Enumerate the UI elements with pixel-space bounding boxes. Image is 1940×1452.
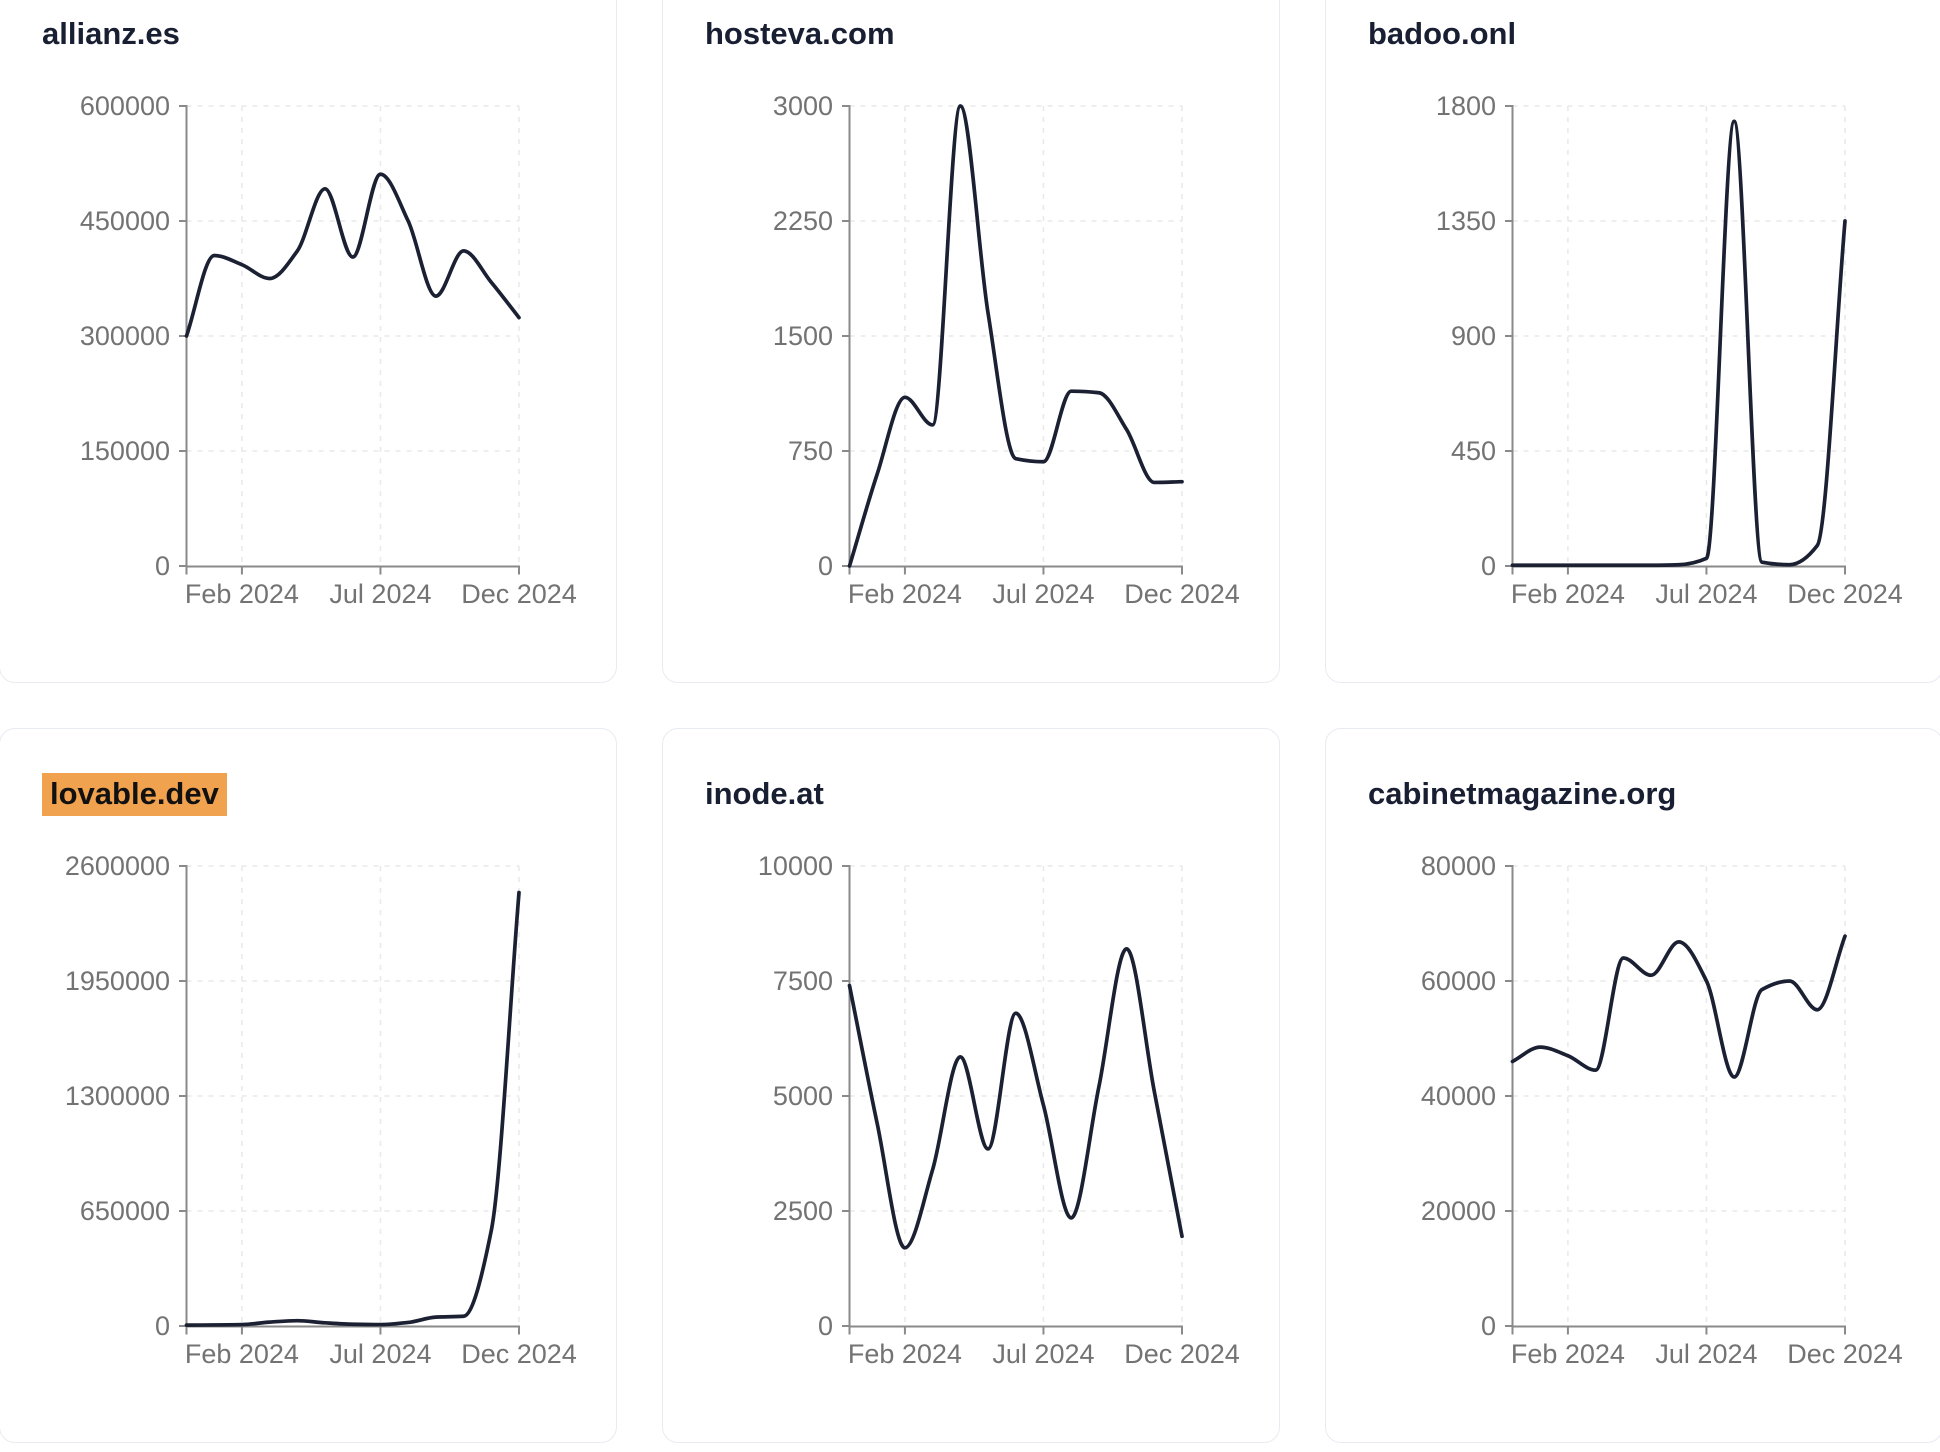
svg-text:40000: 40000 bbox=[1421, 1081, 1496, 1111]
svg-text:80000: 80000 bbox=[1421, 851, 1496, 881]
svg-text:Jul 2024: Jul 2024 bbox=[1655, 1339, 1757, 1369]
svg-text:Dec 2024: Dec 2024 bbox=[1124, 1339, 1240, 1369]
svg-text:0: 0 bbox=[1481, 1311, 1496, 1341]
svg-text:Dec 2024: Dec 2024 bbox=[461, 579, 577, 609]
svg-text:0: 0 bbox=[155, 1311, 170, 1341]
chart-title-row: cabinetmagazine.org bbox=[1326, 729, 1940, 813]
svg-text:2250: 2250 bbox=[773, 206, 833, 236]
svg-text:Feb 2024: Feb 2024 bbox=[848, 579, 962, 609]
chart-title-row: badoo.onl bbox=[1326, 0, 1940, 53]
svg-text:450000: 450000 bbox=[80, 206, 170, 236]
chart-card: allianz.es 0 150000 300000 450000 600000 Feb … bbox=[0, 0, 617, 683]
chart-title: cabinetmagazine.org bbox=[1368, 776, 1677, 811]
svg-text:2600000: 2600000 bbox=[65, 851, 170, 881]
chart-plot: 0 150000 300000 450000 600000 Feb 2024 Jul 202… bbox=[80, 91, 577, 609]
svg-text:0: 0 bbox=[1481, 551, 1496, 581]
svg-text:Jul 2024: Jul 2024 bbox=[1655, 579, 1757, 609]
svg-text:Jul 2024: Jul 2024 bbox=[992, 1339, 1094, 1369]
chart-plot: 0 650000 1300000 1950000 2600000 Feb 2024 Jul … bbox=[65, 851, 577, 1369]
svg-text:Dec 2024: Dec 2024 bbox=[1124, 579, 1240, 609]
svg-text:0: 0 bbox=[155, 551, 170, 581]
svg-text:Feb 2024: Feb 2024 bbox=[1511, 1339, 1625, 1369]
svg-text:10000: 10000 bbox=[758, 851, 833, 881]
chart-plot: 0 750 1500 2250 3000 Feb 2024 Jul 2024 Dec 2024 bbox=[773, 91, 1240, 609]
svg-text:Jul 2024: Jul 2024 bbox=[329, 1339, 431, 1369]
chart-card: cabinetmagazine.org 0 20000 40000 60000 8000… bbox=[1325, 728, 1940, 1443]
svg-text:Jul 2024: Jul 2024 bbox=[992, 579, 1094, 609]
chart-plot: 0 2500 5000 7500 10000 Feb 2024 Jul 2024 Dec 20… bbox=[758, 851, 1240, 1369]
svg-text:450: 450 bbox=[1451, 436, 1496, 466]
svg-text:7500: 7500 bbox=[773, 966, 833, 996]
svg-text:Feb 2024: Feb 2024 bbox=[1511, 579, 1625, 609]
svg-text:Jul 2024: Jul 2024 bbox=[329, 579, 431, 609]
svg-text:Feb 2024: Feb 2024 bbox=[185, 1339, 299, 1369]
svg-text:Feb 2024: Feb 2024 bbox=[185, 579, 299, 609]
svg-text:20000: 20000 bbox=[1421, 1196, 1496, 1226]
svg-text:5000: 5000 bbox=[773, 1081, 833, 1111]
chart-title: lovable.dev bbox=[42, 773, 227, 816]
svg-text:150000: 150000 bbox=[80, 436, 170, 466]
chart-title: badoo.onl bbox=[1368, 16, 1517, 51]
svg-text:Dec 2024: Dec 2024 bbox=[1787, 1339, 1903, 1369]
svg-text:300000: 300000 bbox=[80, 321, 170, 351]
svg-text:60000: 60000 bbox=[1421, 966, 1496, 996]
svg-text:650000: 650000 bbox=[80, 1196, 170, 1226]
chart-title-row: hosteva.com bbox=[663, 0, 1279, 53]
chart-plot: 0 20000 40000 60000 80000 Feb 2024 Jul 2024 Dec… bbox=[1421, 851, 1903, 1369]
chart-card: lovable.dev 0 650000 1300000 1950000 2600000… bbox=[0, 728, 617, 1443]
chart-title: hosteva.com bbox=[705, 16, 895, 51]
svg-text:750: 750 bbox=[788, 436, 833, 466]
svg-text:1300000: 1300000 bbox=[65, 1081, 170, 1111]
svg-text:1350: 1350 bbox=[1436, 206, 1496, 236]
chart-title-row: allianz.es bbox=[0, 0, 616, 53]
chart-title-row: inode.at bbox=[663, 729, 1279, 813]
svg-text:1800: 1800 bbox=[1436, 91, 1496, 121]
chart-title-row: lovable.dev bbox=[0, 729, 616, 816]
svg-text:2500: 2500 bbox=[773, 1196, 833, 1226]
svg-text:3000: 3000 bbox=[773, 91, 833, 121]
chart-card: hosteva.com 0 750 1500 2250 3000 Feb 2024 Jul … bbox=[662, 0, 1280, 683]
svg-text:900: 900 bbox=[1451, 321, 1496, 351]
svg-text:0: 0 bbox=[818, 551, 833, 581]
svg-text:Dec 2024: Dec 2024 bbox=[461, 1339, 577, 1369]
svg-text:600000: 600000 bbox=[80, 91, 170, 121]
chart-plot: 0 450 900 1350 1800 Feb 2024 Jul 2024 Dec 2024 bbox=[1436, 91, 1903, 609]
svg-text:Dec 2024: Dec 2024 bbox=[1787, 579, 1903, 609]
chart-title: inode.at bbox=[705, 776, 824, 811]
chart-card: inode.at 0 2500 5000 7500 10000 Feb 2024 Jul 2… bbox=[662, 728, 1280, 1443]
chart-title: allianz.es bbox=[42, 16, 180, 51]
chart-card: badoo.onl 0 450 900 1350 1800 Feb 2024 Jul 202… bbox=[1325, 0, 1940, 683]
svg-text:0: 0 bbox=[818, 1311, 833, 1341]
svg-text:1500: 1500 bbox=[773, 321, 833, 351]
svg-text:Feb 2024: Feb 2024 bbox=[848, 1339, 962, 1369]
svg-text:1950000: 1950000 bbox=[65, 966, 170, 996]
